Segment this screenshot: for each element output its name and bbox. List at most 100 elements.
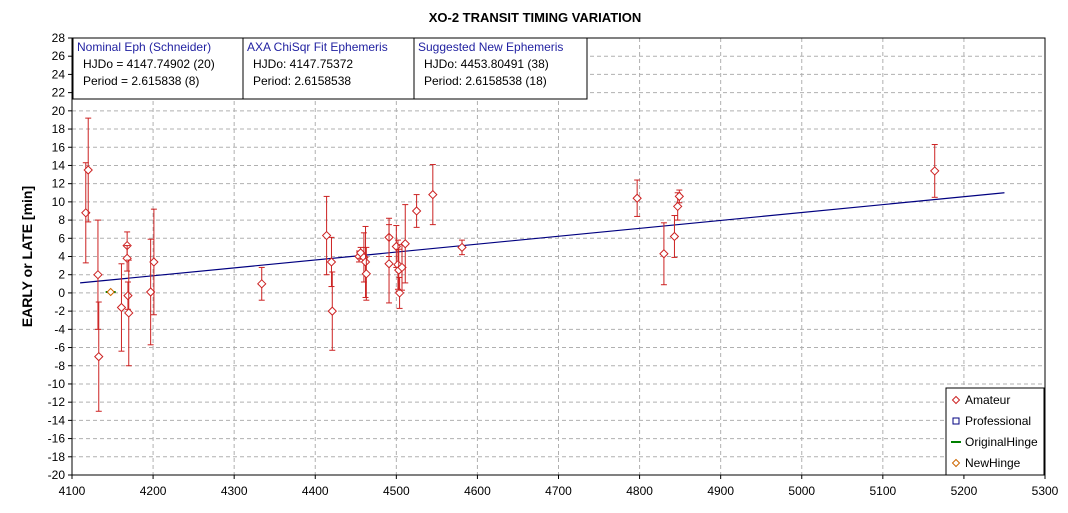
legend-item: Amateur bbox=[951, 393, 1010, 407]
amateur-point bbox=[327, 271, 337, 351]
y-tick-label: 8 bbox=[58, 213, 65, 227]
chart-title: XO-2 TRANSIT TIMING VARIATION bbox=[429, 10, 642, 25]
x-tick-label: 4600 bbox=[464, 484, 491, 498]
legend-item: NewHinge bbox=[951, 456, 1021, 470]
amateur-marker bbox=[116, 302, 127, 313]
y-tick-label: 2 bbox=[58, 268, 65, 282]
amateur-point bbox=[457, 239, 467, 256]
y-tick-label: 10 bbox=[52, 195, 66, 209]
legend: Amateur Professional OriginalHinge NewHinge bbox=[945, 387, 1045, 476]
ephemeris-box-line1: HJDo: 4147.75372 bbox=[253, 57, 353, 71]
y-tick-label: -10 bbox=[48, 377, 66, 391]
x-tick-label: 4700 bbox=[545, 484, 572, 498]
amateur-point bbox=[384, 224, 394, 304]
amateur-point bbox=[83, 117, 93, 223]
y-tick-label: 16 bbox=[52, 140, 66, 154]
amateur-point bbox=[930, 144, 940, 198]
x-tick-label: 4500 bbox=[383, 484, 410, 498]
y-tick-label: -4 bbox=[54, 322, 65, 336]
x-tick-label: 4200 bbox=[140, 484, 167, 498]
amateur-marker bbox=[411, 206, 422, 216]
amateur-marker bbox=[94, 351, 104, 362]
y-tick-label: 12 bbox=[52, 177, 66, 191]
ephemeris-box: Suggested New Ephemeris HJDo: 4453.80491 … bbox=[413, 37, 588, 100]
amateur-point bbox=[632, 179, 642, 217]
x-tick-label: 5100 bbox=[869, 484, 896, 498]
fit-line bbox=[80, 192, 1005, 284]
amateur-point bbox=[360, 225, 371, 298]
x-axis: 4100 4200 4300 4400 4500 4600 4700 4800 4900 5000… bbox=[59, 475, 1059, 498]
amateur-point bbox=[669, 215, 680, 258]
amateur-marker bbox=[632, 193, 642, 203]
amateur-point bbox=[397, 244, 407, 291]
amateur-marker bbox=[327, 306, 337, 316]
ephemeris-box-line2: Period: 2.6158538 (18) bbox=[424, 74, 547, 88]
amateur-marker bbox=[384, 259, 394, 269]
y-tick-label: -18 bbox=[48, 450, 66, 464]
amateur-point bbox=[93, 219, 103, 330]
x-tick-label: 4900 bbox=[707, 484, 734, 498]
new-hinge-marker bbox=[106, 287, 115, 297]
x-tick-label: 4800 bbox=[626, 484, 653, 498]
x-tick-label: 4400 bbox=[302, 484, 329, 498]
y-tick-label: 28 bbox=[52, 31, 66, 45]
y-tick-label: 20 bbox=[52, 104, 66, 118]
amateur-point bbox=[116, 263, 127, 352]
legend-item: Professional bbox=[952, 414, 1031, 428]
y-tick-label: 18 bbox=[52, 122, 66, 136]
amateur-point bbox=[428, 164, 438, 226]
legend-label: OriginalHinge bbox=[965, 435, 1038, 449]
x-tick-label: 5200 bbox=[951, 484, 978, 498]
amateur-marker bbox=[149, 257, 159, 267]
ephemeris-box-heading: AXA ChiSqr Fit Ephemeris bbox=[247, 40, 388, 54]
y-tick-label: -14 bbox=[48, 413, 66, 427]
ephemeris-box-line2: Period = 2.615838 (8) bbox=[83, 74, 199, 88]
amateur-point bbox=[122, 245, 132, 272]
amateur-point bbox=[124, 259, 134, 367]
x-tick-label: 5000 bbox=[788, 484, 815, 498]
legend-item: OriginalHinge bbox=[951, 435, 1038, 449]
y-axis: -20-18-16-14-12-10-8-6-4-202468101214161… bbox=[48, 31, 72, 482]
ephemeris-boxes: Nominal Eph (Schneider) HJDo = 4147.74902… bbox=[72, 37, 588, 100]
ephemeris-box-line2: Period: 2.6158538 bbox=[253, 74, 351, 88]
y-tick-label: -8 bbox=[54, 359, 65, 373]
y-tick-label: -6 bbox=[54, 341, 65, 355]
amateur-point bbox=[394, 276, 405, 309]
amateur-marker bbox=[361, 269, 372, 279]
amateur-marker bbox=[400, 239, 410, 249]
amateur-point bbox=[145, 238, 156, 346]
amateur-marker bbox=[93, 270, 103, 280]
y-axis-label: EARLY or LATE [min] bbox=[19, 186, 35, 327]
amateur-marker bbox=[457, 242, 467, 253]
x-tick-label: 4300 bbox=[221, 484, 248, 498]
amateur-marker bbox=[669, 231, 680, 242]
amateur-marker bbox=[326, 257, 337, 267]
legend-label: Professional bbox=[965, 414, 1031, 428]
legend-marker-diamond bbox=[951, 458, 961, 468]
y-tick-label: 24 bbox=[52, 67, 66, 81]
y-tick-label: 6 bbox=[58, 231, 65, 245]
amateur-point bbox=[123, 281, 133, 310]
x-tick-label: 5300 bbox=[1032, 484, 1059, 498]
amateur-marker bbox=[674, 191, 685, 202]
amateur-marker bbox=[397, 262, 407, 273]
amateur-marker bbox=[124, 308, 134, 318]
amateur-point bbox=[326, 236, 337, 288]
amateur-marker bbox=[360, 257, 371, 267]
legend-frame bbox=[945, 387, 1045, 476]
amateur-marker bbox=[122, 253, 132, 264]
legend-label: NewHinge bbox=[965, 456, 1021, 470]
amateur-marker bbox=[428, 189, 438, 200]
amateur-point bbox=[149, 208, 159, 316]
y-tick-label: 14 bbox=[52, 158, 66, 172]
ephemeris-box-line1: HJDo: 4453.80491 (38) bbox=[424, 57, 549, 71]
y-tick-label: 0 bbox=[58, 286, 65, 300]
amateur-point bbox=[257, 266, 267, 301]
ephemeris-box-frame bbox=[72, 37, 244, 100]
y-tick-label: 26 bbox=[52, 49, 66, 63]
amateur-point bbox=[94, 301, 104, 412]
amateur-point bbox=[659, 222, 669, 286]
ephemeris-box-frame bbox=[413, 37, 588, 100]
ephemeris-box-line1: HJDo = 4147.74902 (20) bbox=[83, 57, 215, 71]
